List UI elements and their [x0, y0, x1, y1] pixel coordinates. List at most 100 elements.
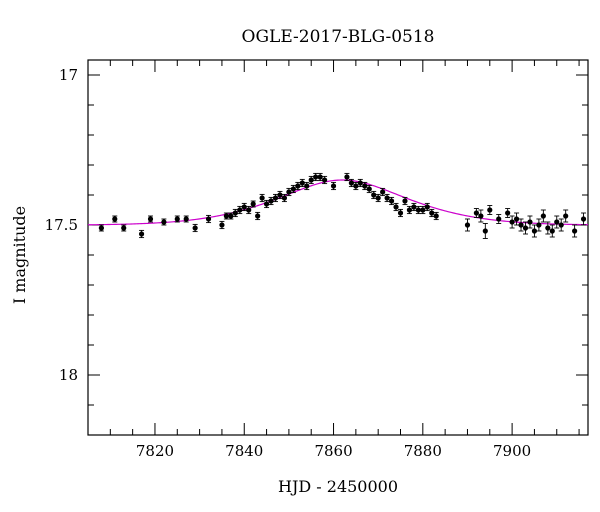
- data-point: [255, 211, 261, 221]
- data-point: [415, 205, 421, 215]
- data-point: [424, 202, 430, 212]
- data-point: [554, 215, 560, 229]
- data-point-marker: [344, 174, 350, 180]
- data-points-layer: [98, 172, 587, 239]
- data-point-marker: [496, 216, 502, 222]
- data-point-marker: [304, 183, 310, 189]
- data-point-marker: [98, 225, 104, 231]
- data-point: [313, 172, 319, 182]
- data-point: [272, 193, 279, 203]
- data-point: [558, 218, 564, 232]
- data-point-marker: [518, 222, 524, 228]
- data-point: [380, 187, 386, 197]
- data-point-marker: [411, 204, 417, 210]
- data-point-marker: [388, 198, 395, 204]
- data-point: [522, 221, 529, 235]
- data-point: [420, 205, 426, 215]
- data-point-marker: [429, 210, 435, 216]
- data-point-marker: [424, 204, 430, 210]
- data-point: [473, 208, 479, 218]
- data-point: [505, 208, 511, 218]
- data-point-marker: [308, 177, 314, 183]
- data-point: [397, 208, 404, 218]
- data-point: [281, 193, 288, 203]
- x-tick-label: 7820: [136, 442, 174, 460]
- data-point-marker: [580, 216, 587, 222]
- data-point: [223, 212, 229, 220]
- data-point-marker: [478, 213, 484, 219]
- data-point: [259, 193, 265, 203]
- data-point-marker: [161, 219, 167, 225]
- data-point: [482, 223, 488, 239]
- data-point-marker: [487, 207, 493, 213]
- data-point-marker: [473, 210, 479, 216]
- data-point: [232, 208, 238, 218]
- data-point-marker: [121, 225, 127, 231]
- data-point-marker: [402, 198, 408, 204]
- data-point-marker: [380, 189, 386, 195]
- data-point: [268, 196, 274, 206]
- data-point-marker: [174, 216, 180, 222]
- data-point-marker: [563, 213, 569, 219]
- data-point: [147, 215, 154, 223]
- data-point: [496, 214, 502, 224]
- data-point-marker: [572, 228, 578, 234]
- data-point-marker: [348, 180, 354, 186]
- data-point-marker: [268, 198, 274, 204]
- y-tick-label: 17: [59, 66, 78, 84]
- data-point-marker: [464, 222, 471, 228]
- data-point: [277, 190, 283, 200]
- data-point: [375, 193, 381, 203]
- data-point: [246, 205, 252, 215]
- data-point: [322, 175, 328, 185]
- data-point-marker: [558, 222, 564, 228]
- data-point: [464, 218, 471, 232]
- data-point: [580, 212, 587, 226]
- data-point-marker: [393, 204, 399, 210]
- data-point-marker: [219, 222, 225, 228]
- data-point: [344, 172, 350, 182]
- data-point: [478, 209, 484, 223]
- data-point-marker: [237, 207, 243, 213]
- x-tick-label: 7880: [404, 442, 442, 460]
- data-point-marker: [415, 207, 421, 213]
- data-point-marker: [545, 225, 551, 231]
- data-point-marker: [322, 177, 328, 183]
- data-point: [357, 178, 363, 188]
- data-point-marker: [286, 189, 292, 195]
- x-axis-label: HJD - 2450000: [278, 477, 398, 496]
- data-point-marker: [531, 228, 538, 234]
- data-point-marker: [183, 216, 189, 222]
- data-point: [536, 218, 542, 232]
- data-point-marker: [482, 228, 488, 234]
- y-tick-label: 17.5: [45, 216, 78, 234]
- data-point-marker: [509, 219, 515, 225]
- data-point: [429, 208, 435, 218]
- data-point-marker: [406, 207, 413, 213]
- data-point: [228, 212, 234, 220]
- data-point-marker: [295, 183, 301, 189]
- data-point-marker: [255, 213, 261, 219]
- y-tick-label: 18: [59, 366, 78, 384]
- data-point: [406, 205, 413, 215]
- data-point: [487, 205, 493, 215]
- data-point-marker: [397, 210, 404, 216]
- data-point-marker: [317, 174, 323, 180]
- data-point: [112, 215, 118, 223]
- data-point-marker: [330, 183, 337, 189]
- data-point: [353, 181, 359, 191]
- data-point-marker: [147, 216, 154, 222]
- x-tick-label: 7860: [314, 442, 352, 460]
- plot-frame: [87, 59, 589, 436]
- data-point: [192, 223, 198, 233]
- data-point-marker: [223, 213, 229, 219]
- data-point-marker: [357, 180, 363, 186]
- data-point: [295, 181, 301, 191]
- data-point: [317, 172, 323, 182]
- data-point-marker: [241, 204, 247, 210]
- data-point: [250, 200, 256, 208]
- data-point: [121, 224, 127, 232]
- axis-ticks: [87, 60, 588, 436]
- data-point-marker: [299, 180, 305, 186]
- data-point-marker: [228, 213, 234, 219]
